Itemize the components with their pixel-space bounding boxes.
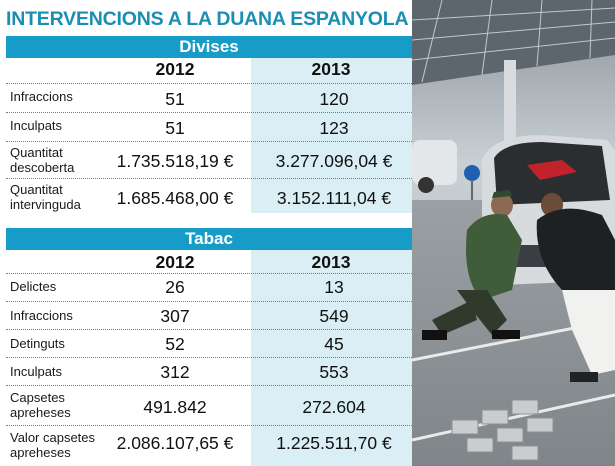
- infographic-title: INTERVENCIONS A LA DUANA ESPANYOLA: [6, 8, 409, 30]
- customs-inspection-photo: [412, 0, 615, 466]
- table-row: Quantitat descoberta 1.735.518,19 € 3.277…: [6, 141, 412, 179]
- row-label: Detinguts: [10, 336, 65, 351]
- value-2012: 1.735.518,19 €: [116, 151, 234, 171]
- table-row: Inculpats 312 553: [6, 357, 412, 386]
- value-2013: 123: [319, 118, 349, 138]
- row-label: Quantitat descoberta: [10, 145, 75, 175]
- tabac-year-2013: 2013: [311, 252, 351, 272]
- value-2013: 272.604: [302, 397, 366, 417]
- table-row: Valor capsetes apreheses 2.086.107,65 € 1…: [6, 425, 412, 466]
- table-row: Inculpats 51 123: [6, 112, 412, 142]
- table-row: Quantitat intervinguda 1.685.468,00 € 3.1…: [6, 178, 412, 215]
- value-2012: 26: [165, 277, 185, 297]
- table-row: Capsetes apreheses 491.842 272.604: [6, 385, 412, 426]
- divises-year-2012: 2012: [155, 59, 195, 79]
- divises-year-2013: 2013: [311, 59, 351, 79]
- row-label: Infraccions: [10, 308, 73, 323]
- row-label: Delictes: [10, 279, 57, 294]
- value-2013: 553: [319, 362, 349, 382]
- value-2012: 1.685.468,00 €: [116, 188, 234, 208]
- value-2013: 120: [319, 89, 349, 109]
- row-label: Capsetes apreheses: [10, 390, 71, 420]
- value-2012: 307: [160, 306, 190, 326]
- tabac-year-2012: 2012: [155, 252, 195, 272]
- value-2012: 491.842: [143, 397, 207, 417]
- value-2013: 13: [324, 277, 344, 297]
- value-2013: 3.277.096,04 €: [275, 151, 393, 171]
- value-2013: 45: [324, 334, 344, 354]
- row-label: Quantitat intervinguda: [10, 182, 81, 212]
- row-label: Inculpats: [10, 118, 63, 133]
- value-2012: 51: [165, 118, 185, 138]
- value-2012: 312: [160, 362, 190, 382]
- table-row: Delictes 26 13: [6, 273, 412, 302]
- row-label: Inculpats: [10, 364, 63, 379]
- row-label: Infraccions: [10, 89, 73, 104]
- tabac-heading: Tabac: [6, 228, 412, 250]
- value-2013: 3.152.111,04 €: [276, 188, 392, 208]
- value-2012: 2.086.107,65 €: [116, 433, 234, 453]
- value-2012: 51: [165, 89, 185, 109]
- row-label: Valor capsetes apreheses: [10, 430, 96, 460]
- value-2013: 549: [319, 306, 349, 326]
- value-2012: 52: [165, 334, 185, 354]
- table-row: Infraccions 51 120: [6, 83, 412, 113]
- value-2013: 1.225.511,70 €: [276, 433, 392, 453]
- divises-heading: Divises: [6, 36, 412, 58]
- table-row: Detinguts 52 45: [6, 329, 412, 358]
- table-row: Infraccions 307 549: [6, 301, 412, 330]
